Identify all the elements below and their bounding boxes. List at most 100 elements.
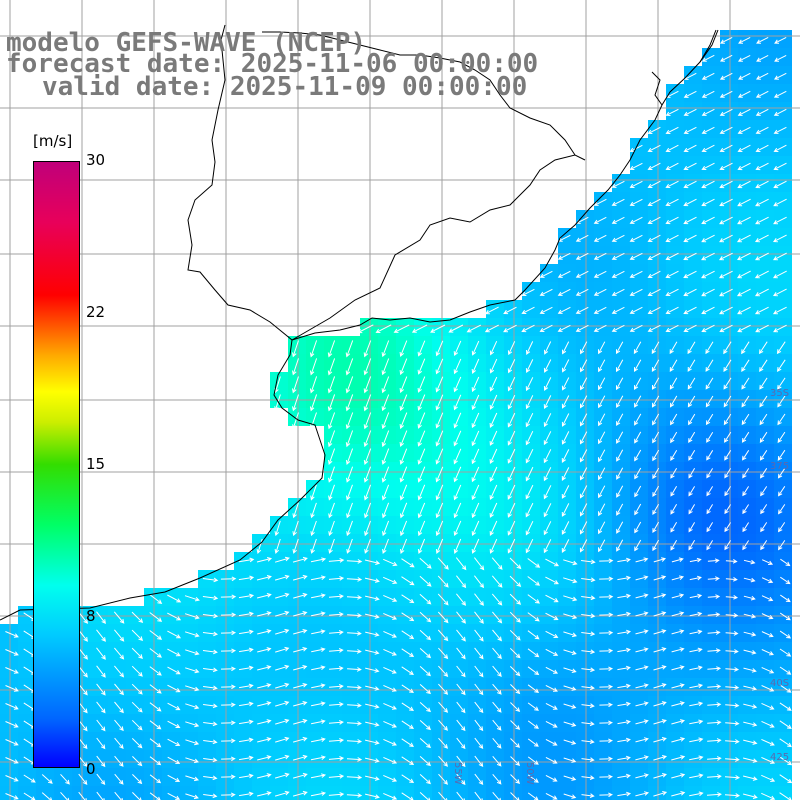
- wind-arrow: [345, 376, 354, 394]
- wind-arrow: [545, 558, 560, 567]
- wind-arrow: [635, 755, 649, 761]
- wind-arrow: [725, 630, 739, 636]
- wind-arrow: [599, 612, 614, 618]
- wind-arrow: [507, 502, 516, 518]
- wind-arrow: [419, 593, 432, 605]
- wind-cell: [576, 786, 594, 800]
- wind-arrow: [363, 358, 372, 376]
- wind-arrow: [466, 324, 482, 333]
- wind-arrow: [617, 701, 631, 707]
- wind-arrow: [256, 557, 273, 563]
- wind-arrow: [701, 144, 715, 152]
- wind-arrow: [738, 36, 751, 44]
- wind-arrow: [456, 611, 466, 624]
- wind-arrow: [202, 595, 219, 601]
- wind-arrow: [759, 341, 768, 355]
- wind-arrow: [167, 756, 181, 764]
- wind-arrow: [383, 630, 397, 638]
- wind-arrow: [688, 413, 696, 426]
- wind-arrow: [328, 484, 335, 501]
- wind-arrow: [507, 359, 516, 374]
- wind-arrow: [256, 575, 272, 581]
- wind-arrow: [238, 557, 255, 563]
- wind-arrow: [737, 90, 751, 98]
- wind-arrow: [239, 683, 254, 689]
- wind-arrow: [274, 574, 290, 581]
- wind-arrow: [665, 288, 679, 296]
- wind-arrow: [647, 252, 661, 260]
- wind-arrow: [707, 630, 721, 635]
- wind-arrow: [683, 306, 697, 315]
- wind-arrow: [579, 467, 588, 481]
- wind-arrow: [635, 737, 649, 743]
- wind-arrow: [598, 521, 606, 535]
- wind-arrow: [593, 252, 607, 260]
- wind-arrow: [292, 772, 308, 779]
- wind-arrow: [203, 667, 218, 673]
- wind-cell: [612, 786, 630, 800]
- wind-arrow: [381, 448, 390, 465]
- wind-arrow: [611, 306, 625, 314]
- wind-arrow: [755, 144, 769, 152]
- wind-arrow: [707, 666, 722, 671]
- wind-arrow: [687, 395, 696, 408]
- lon-label-50w: 50W: [524, 762, 535, 785]
- wind-arrow: [545, 756, 558, 764]
- wind-arrow: [754, 234, 769, 243]
- wind-arrow: [419, 774, 431, 785]
- wind-arrow: [683, 216, 697, 225]
- wind-arrow: [275, 664, 290, 671]
- wind-arrow: [527, 594, 540, 604]
- wind-arrow: [5, 721, 19, 728]
- wind-arrow: [671, 557, 684, 563]
- wind-arrow: [689, 575, 702, 581]
- wind-arrow: [754, 270, 769, 279]
- wind-arrow: [131, 738, 143, 749]
- wind-arrow: [257, 737, 272, 743]
- wind-cell: [702, 786, 720, 800]
- wind-arrow: [724, 431, 732, 443]
- wind-arrow: [688, 504, 696, 515]
- wind-arrow: [328, 756, 345, 761]
- wind-arrow: [257, 755, 272, 761]
- wind-arrow: [687, 377, 696, 390]
- wind-arrow: [383, 720, 397, 728]
- wind-arrow: [492, 719, 502, 731]
- wind-arrow: [507, 484, 516, 500]
- wind-arrow: [539, 288, 553, 296]
- wind-arrow: [346, 721, 362, 726]
- wind-arrow: [521, 306, 535, 314]
- wind-arrow: [345, 340, 354, 358]
- wind-arrow: [257, 647, 272, 653]
- wind-arrow: [755, 324, 769, 333]
- wind-arrow: [705, 395, 714, 408]
- wind-arrow: [167, 720, 181, 728]
- wind-arrow: [761, 649, 774, 656]
- wind-arrow: [772, 234, 787, 243]
- wind-arrow: [364, 559, 381, 565]
- wind-arrow: [683, 108, 697, 116]
- wind-arrow: [701, 54, 715, 62]
- wind-arrow: [327, 376, 336, 394]
- wind-arrow: [670, 539, 678, 551]
- wind-arrow: [274, 394, 281, 412]
- wind-arrow: [635, 557, 649, 563]
- wind-arrow: [492, 737, 502, 749]
- wind-arrow: [705, 413, 714, 426]
- wind-arrow: [635, 575, 649, 581]
- wind-arrow: [507, 376, 516, 392]
- wind-arrow: [665, 144, 679, 152]
- wind-arrow: [761, 577, 774, 584]
- wind-arrow: [718, 270, 733, 279]
- wind-arrow: [616, 359, 624, 373]
- wind-arrow: [381, 430, 390, 448]
- wind-arrow: [670, 522, 678, 533]
- wind-arrow: [761, 738, 775, 746]
- wind-arrow: [419, 666, 431, 677]
- wind-arrow: [725, 721, 740, 726]
- wind-arrow: [438, 719, 448, 731]
- wind-arrow: [575, 324, 589, 332]
- wind-arrow: [778, 504, 786, 515]
- wind-cell: [234, 786, 252, 800]
